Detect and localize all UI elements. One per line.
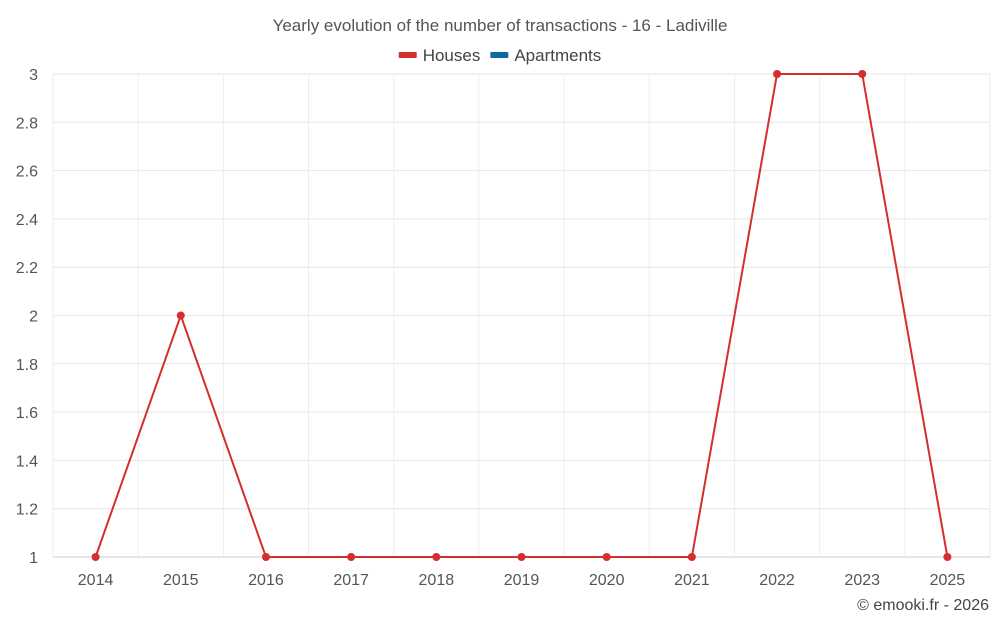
y-tick-label: 2.2 xyxy=(16,260,38,277)
legend-label: Houses xyxy=(423,46,481,65)
y-tick-label: 1 xyxy=(29,550,38,567)
x-tick-label: 2014 xyxy=(78,572,114,589)
data-point xyxy=(176,311,185,320)
credit-text: © emooki.fr - 2026 xyxy=(857,597,989,614)
legend: Houses Apartments xyxy=(398,46,601,65)
data-point xyxy=(773,70,782,78)
y-tick-label: 1.4 xyxy=(16,453,38,470)
data-point xyxy=(517,553,526,561)
series-layer xyxy=(91,70,952,561)
x-tick-label: 2017 xyxy=(333,572,369,589)
y-tick-label: 3 xyxy=(29,67,38,84)
x-axis: 2014 2015 2016 2017 2018 2019 2020 2021 2022 2023… xyxy=(53,556,990,589)
y-tick-label: 2 xyxy=(29,309,38,326)
y-tick-label: 2.8 xyxy=(16,115,38,132)
data-point xyxy=(687,553,696,561)
y-tick-label: 2.6 xyxy=(16,164,38,181)
x-tick-label: 2022 xyxy=(759,572,795,589)
y-tick-label: 1.6 xyxy=(16,405,38,422)
x-tick-label: 2018 xyxy=(419,572,455,589)
x-tick-label: 2021 xyxy=(674,572,710,589)
y-tick-label: 1.8 xyxy=(16,357,38,374)
x-tick-label: 2020 xyxy=(589,572,625,589)
x-tick-label: 2016 xyxy=(248,572,284,589)
y-tick-label: 1.2 xyxy=(16,502,38,519)
legend-swatch-houses xyxy=(398,52,417,58)
chart-title: Yearly evolution of the number of transa… xyxy=(273,16,728,35)
legend-label: Apartments xyxy=(514,46,601,65)
data-point xyxy=(943,553,952,561)
y-tick-label: 2.4 xyxy=(16,212,38,229)
gridlines xyxy=(52,73,991,558)
x-tick-label: 2025 xyxy=(930,572,966,589)
legend-swatch-apartments xyxy=(490,52,509,58)
x-tick-label: 2015 xyxy=(163,572,199,589)
y-axis: 1 1.2 1.4 1.6 1.8 2 2.2 2.4 2.6 2.8 3 xyxy=(16,67,38,567)
x-tick-label: 2023 xyxy=(844,572,880,589)
data-point xyxy=(91,553,100,561)
data-point xyxy=(347,553,356,561)
x-tick-label: 2019 xyxy=(504,572,540,589)
data-point xyxy=(602,553,611,561)
data-point xyxy=(432,553,441,561)
data-point xyxy=(261,553,270,561)
data-point xyxy=(858,70,867,78)
